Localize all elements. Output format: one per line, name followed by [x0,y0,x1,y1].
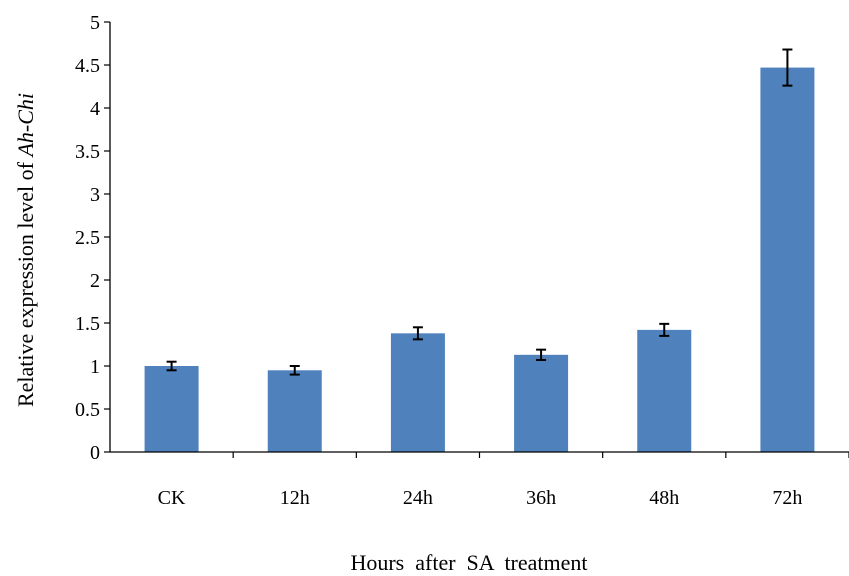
error-bar-72h [782,48,793,87]
error-bar-24h [412,326,423,341]
x-tick-label-12h: 12h [280,487,310,509]
error-bar-48h [659,322,670,337]
y-tick-label: 0.5 [75,399,100,421]
x-ticks: CK 12h 24h 36h 48h 72h [158,452,849,509]
bar-72h [760,67,815,452]
bar-12h [267,370,322,452]
y-tick-label: 4 [90,98,100,120]
x-tick-label-36h: 36h [526,487,556,509]
y-axis-title-prefix: Relative expression level of [13,157,38,407]
x-tick-label-24h: 24h [403,487,433,509]
bar-24h [390,333,445,452]
bar-48h [637,329,692,452]
x-tick-label-72h: 72h [772,487,802,509]
bars [144,67,815,452]
y-axis-title-gene: Ah-Chi [13,93,38,159]
y-axis-title: Relative expression level of Ah-Chi [13,93,38,407]
error-bars [166,48,793,376]
y-tick-label: 2.5 [75,227,100,249]
error-bar-CK [166,360,177,372]
y-tick-label: 5 [90,12,100,34]
y-tick-label: 3 [90,184,100,206]
x-tick-label-CK: CK [158,487,186,509]
y-tick-label: 1 [90,356,100,378]
y-tick-label: 3.5 [75,141,100,163]
x-tick-label-48h: 48h [649,487,679,509]
x-axis-title: Hours after SA treatment [350,550,587,575]
y-tick-label: 2 [90,270,100,292]
error-bar-12h [289,365,300,376]
bar-36h [514,354,569,452]
bar-CK [144,366,199,452]
error-bar-36h [536,348,547,361]
y-tick-label: 4.5 [75,55,100,77]
y-ticks: 0 0.5 1 1.5 2 2.5 3 3.5 4 4.5 5 [75,12,110,464]
y-tick-label: 1.5 [75,313,100,335]
y-tick-label: 0 [90,442,100,464]
